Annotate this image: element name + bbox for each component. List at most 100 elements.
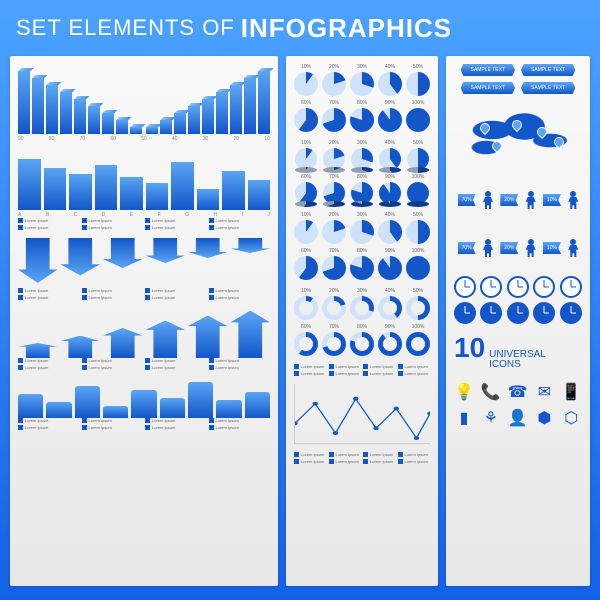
bar3d [60, 92, 72, 134]
pie-cell: 10% [294, 64, 318, 96]
arrows-down-panel: Lorem IpsumLorem IpsumLorem IpsumLorem I… [18, 238, 270, 300]
arrow-up [188, 316, 228, 359]
hierarchy-icon: ⬡ [561, 408, 581, 428]
arrow-down [188, 238, 228, 258]
pie-cell: 50% [406, 212, 430, 244]
legend-item: Lorem Ipsum [145, 358, 207, 363]
pie-cell: 70% [322, 100, 346, 132]
legend-item: Lorem Ipsum [145, 288, 207, 293]
bar3d [18, 71, 30, 134]
ring-cell: 10% [294, 288, 318, 320]
arrow-up [231, 311, 271, 359]
pct-flag: 20% [500, 242, 518, 254]
cylbars [18, 378, 270, 418]
pie-cell: 30% [350, 140, 374, 170]
header-thin: SET ELEMENTS OF [16, 15, 235, 41]
world-map [454, 102, 582, 172]
pie-cell: 60% [294, 100, 318, 132]
pie-cell: 60% [294, 174, 318, 204]
legend-item: Lorem Ipsum [18, 225, 80, 230]
legend-item: Lorem Ipsum [398, 364, 431, 369]
pies-flat: 10%20%30%40%50%60%70%80%90%100% [294, 64, 430, 132]
legend-item: Lorem Ipsum [82, 295, 144, 300]
clock-icon [560, 276, 582, 298]
ring-cell: 100% [406, 324, 430, 356]
legend-item: Lorem Ipsum [145, 295, 207, 300]
ring-cell: 80% [350, 324, 374, 356]
pie-cell: 10% [294, 140, 318, 170]
pct-flag: 70% [458, 194, 476, 206]
arrow-down [146, 238, 186, 263]
map-pin [510, 117, 524, 131]
legend-item: Lorem Ipsum [145, 365, 207, 370]
pies-3d: 10%20%30%40%50%60%70%80%90%100% [294, 212, 430, 280]
pie-cell: 90% [378, 100, 402, 132]
legend-item: Lorem Ipsum [145, 418, 207, 423]
bars3d-labels: 908070605040302010 [18, 136, 270, 142]
flatbars [18, 150, 270, 210]
cylbar [188, 382, 213, 418]
legend-item: Lorem Ipsum [329, 452, 362, 457]
legend-item: Lorem Ipsum [18, 418, 80, 423]
pie-cell: 30% [350, 212, 374, 244]
pie-cell: 20% [322, 64, 346, 96]
map-pin [490, 138, 504, 152]
bar3d [74, 99, 86, 134]
bars3d-panel: 908070605040302010 [18, 64, 270, 142]
legend-item: Lorem Ipsum [294, 371, 327, 376]
linechart [294, 384, 430, 444]
bars3d-asc [146, 64, 270, 134]
legend-item: Lorem Ipsum [145, 218, 207, 223]
arrow-down [61, 238, 101, 276]
legend-item: Lorem Ipsum [209, 225, 271, 230]
pie-cell: 50% [406, 140, 430, 170]
map-pin [478, 121, 492, 135]
legend: Lorem IpsumLorem IpsumLorem IpsumLorem I… [18, 218, 270, 230]
flatbar [44, 168, 67, 210]
bar3d [258, 71, 270, 134]
legend-item: Lorem Ipsum [294, 459, 327, 464]
mail-icon: ✉ [534, 382, 554, 402]
bar3d [174, 113, 186, 134]
pie-cell: 30% [350, 64, 374, 96]
bar3d [32, 78, 44, 134]
cylbar [245, 392, 270, 418]
pie-cell: 70% [322, 248, 346, 280]
pie-cell: 10% [294, 212, 318, 244]
pie-cell: 70% [322, 174, 346, 204]
legend-item: Lorem Ipsum [363, 364, 396, 369]
arrow-down [18, 238, 58, 283]
legend-item: Lorem Ipsum [209, 425, 271, 430]
legend-item: Lorem Ipsum [145, 425, 207, 430]
legend: Lorem IpsumLorem IpsumLorem IpsumLorem I… [18, 418, 270, 430]
pct-flag: 10% [543, 194, 561, 206]
cylbar [75, 386, 100, 418]
person-icon [526, 191, 536, 209]
cylinders: 10%20%30%40%50%60%70%80%90%100% [294, 140, 430, 204]
column-2: 10%20%30%40%50%60%70%80%90%100% 10%20%30… [286, 56, 438, 586]
column-1: 908070605040302010 ABCDEFGHIJ Lorem Ipsu… [10, 56, 278, 586]
cylbars-panel: Lorem IpsumLorem IpsumLorem IpsumLorem I… [18, 378, 270, 430]
person-icon [483, 191, 493, 209]
clock-icon [507, 276, 529, 298]
bar3d [102, 113, 114, 134]
legend-item: Lorem Ipsum [145, 225, 207, 230]
flatbar [171, 162, 194, 210]
clock-icon [454, 276, 476, 298]
pie-cell: 40% [378, 212, 402, 244]
cylbar [160, 398, 185, 418]
bar3d [244, 78, 256, 134]
legend: Lorem IpsumLorem IpsumLorem IpsumLorem I… [294, 452, 430, 464]
bar3d [216, 92, 228, 134]
legend-item: Lorem Ipsum [18, 295, 80, 300]
share-icon: ⚘ [481, 408, 501, 428]
person-icon [568, 239, 578, 257]
legend-item: Lorem Ipsum [329, 364, 362, 369]
pie-cell: 20% [322, 140, 346, 170]
ring-cell: 70% [322, 324, 346, 356]
pie-cell: 60% [294, 248, 318, 280]
barchart-icon: ▮ [454, 408, 474, 428]
bar3d [116, 120, 128, 134]
legend-item: Lorem Ipsum [82, 225, 144, 230]
cylbar [131, 390, 156, 418]
